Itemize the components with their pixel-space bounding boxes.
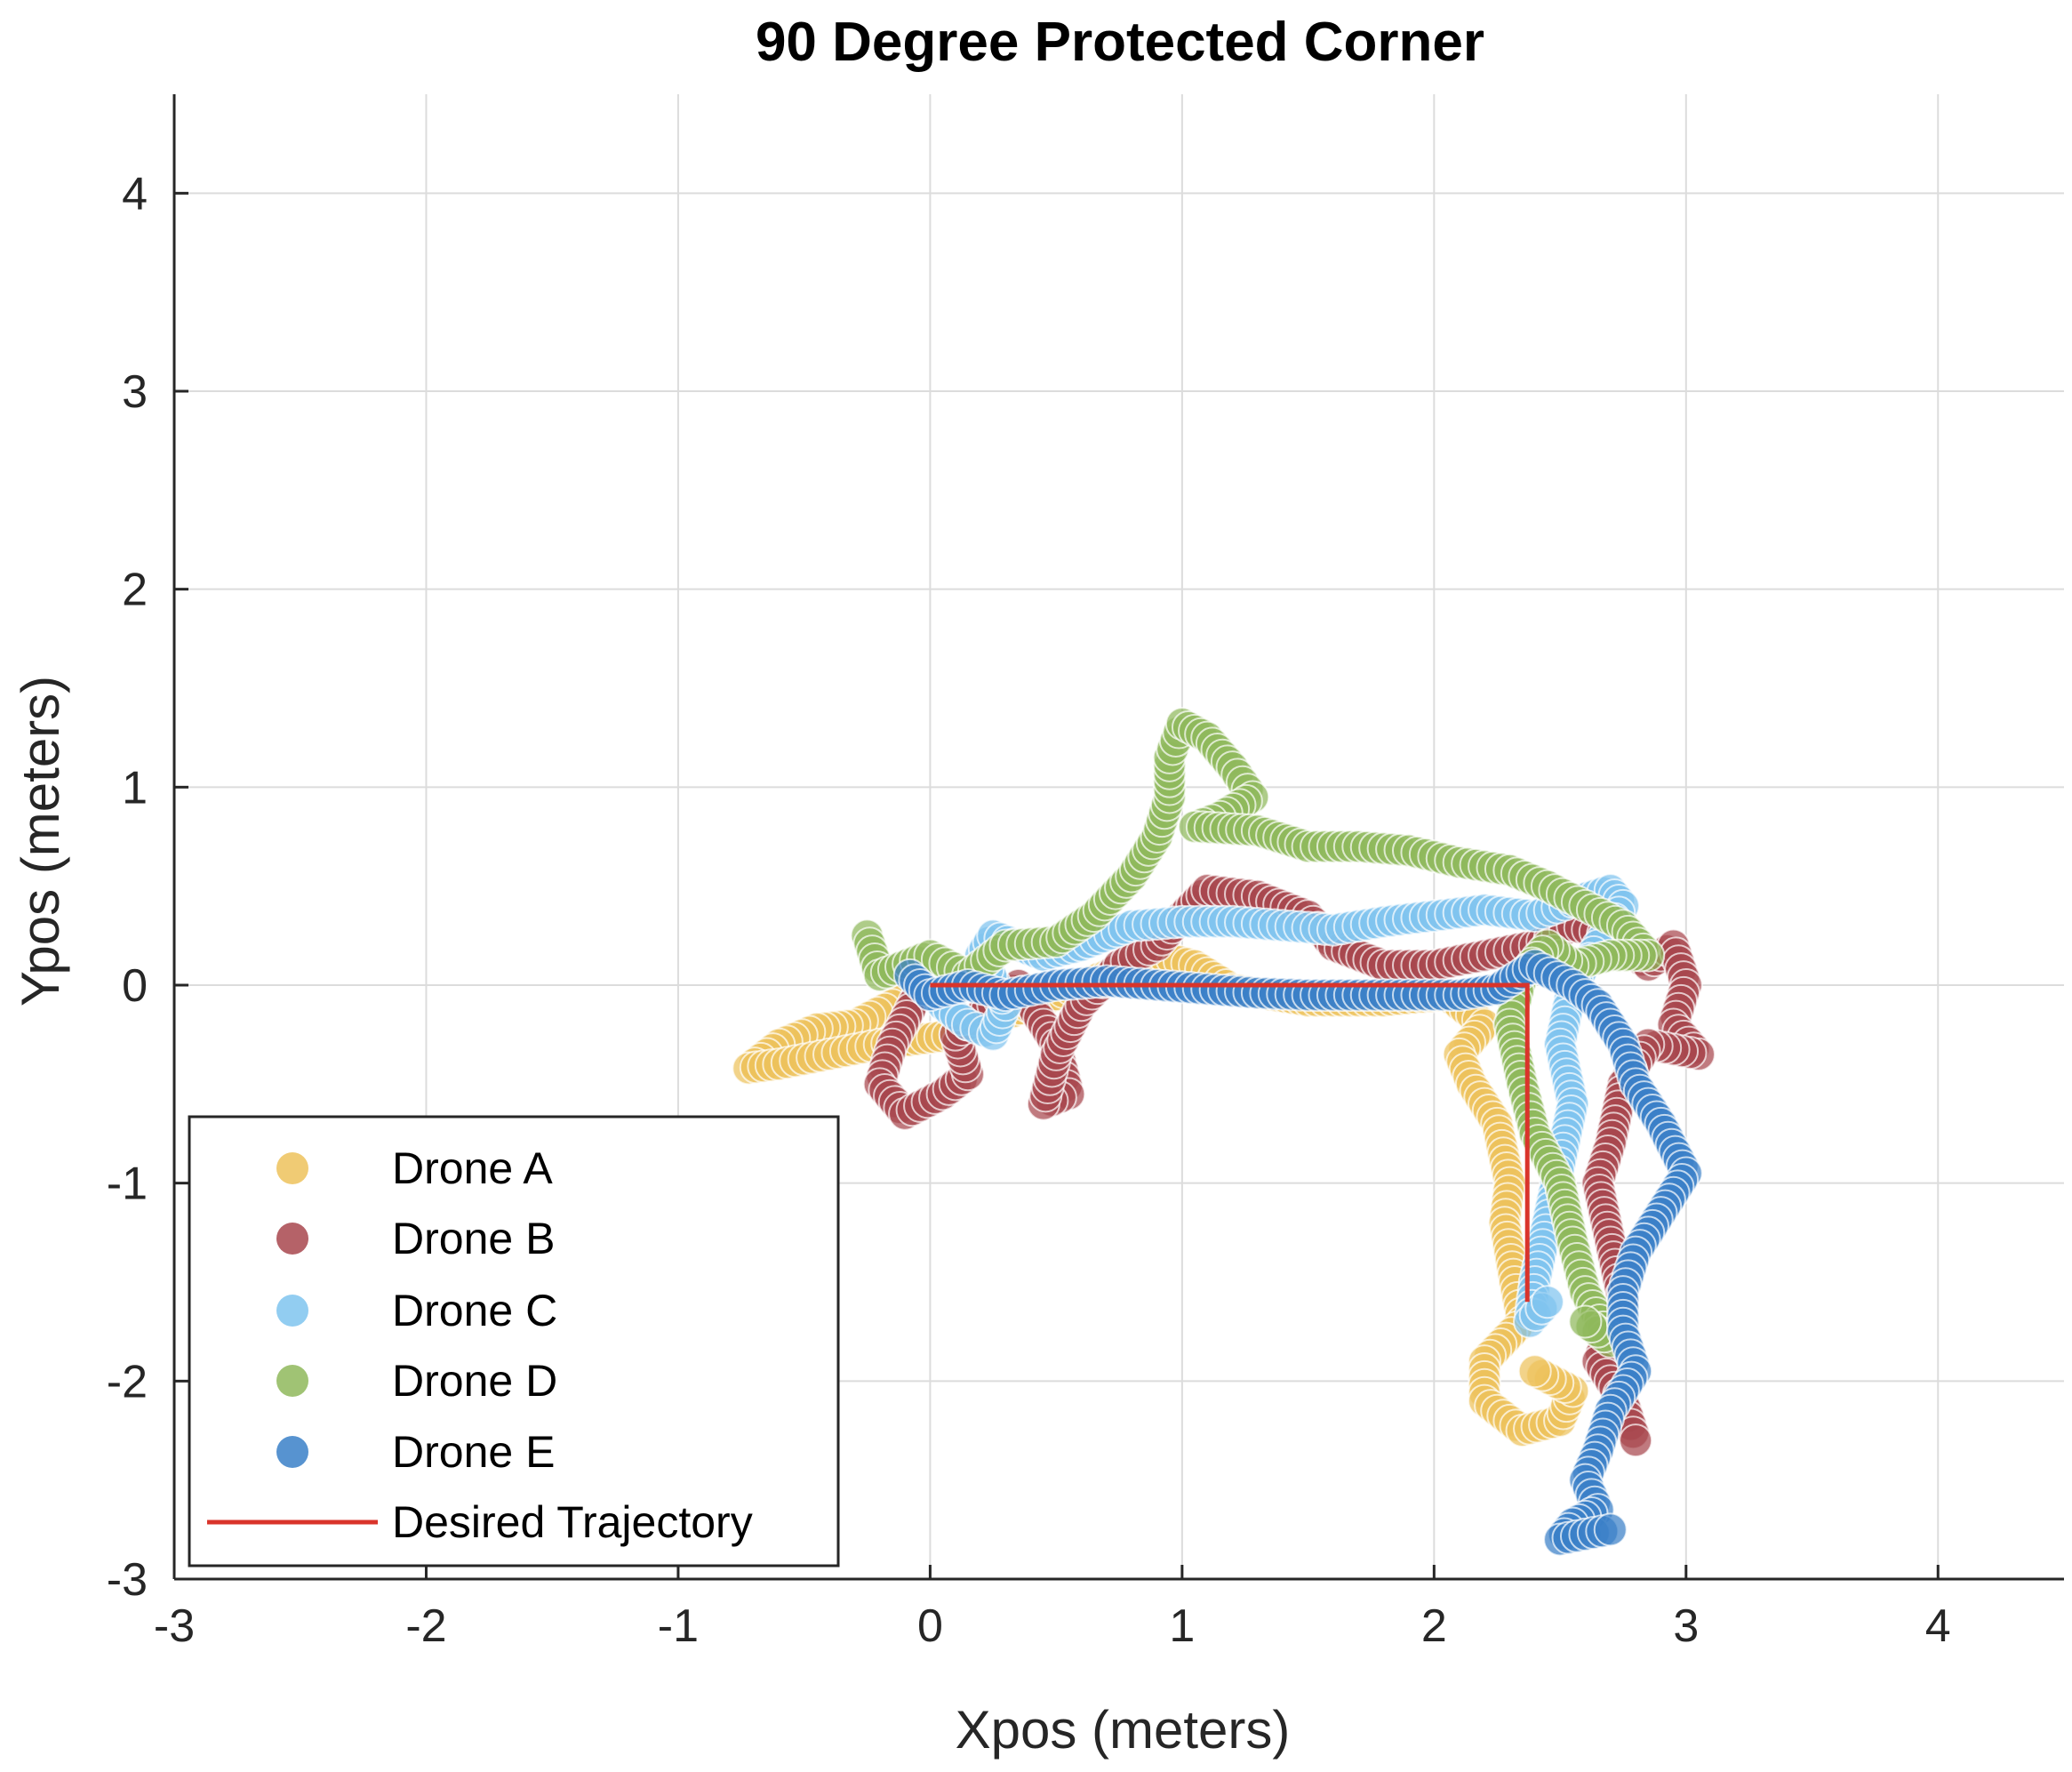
legend-label: Drone A (392, 1143, 553, 1193)
data-point (1593, 1512, 1628, 1547)
legend-marker (276, 1223, 308, 1255)
x-tick-label: -3 (154, 1600, 195, 1652)
y-axis-label: Ypos (meters) (11, 676, 70, 1006)
legend-entry: Drone E (276, 1427, 555, 1477)
series-drone-a (732, 938, 1590, 1447)
axes: -3 -2 -1 0 1 2 3 4 -3 -2 -1 0 1 2 3 4 (107, 94, 2064, 1652)
x-tick-label: 0 (917, 1600, 943, 1652)
legend-label: Desired Trajectory (392, 1497, 753, 1547)
y-tick-label: 2 (122, 565, 148, 616)
y-tick-label: 4 (122, 168, 148, 220)
legend-marker (276, 1295, 308, 1327)
legend: Drone A Drone B Drone C Drone D Drone E Desir… (188, 1115, 840, 1568)
legend-label: Drone C (392, 1286, 557, 1335)
x-tick-label: 1 (1169, 1600, 1195, 1652)
legend-box (188, 1115, 840, 1568)
data-point (1568, 1304, 1603, 1339)
y-tick-label: -1 (107, 1159, 148, 1210)
legend-label: Drone B (392, 1214, 555, 1263)
x-tick-label: -1 (658, 1600, 699, 1652)
y-tick-label: 1 (122, 762, 148, 814)
x-tick-label: -2 (405, 1600, 446, 1652)
y-tick-label: -2 (107, 1356, 148, 1407)
legend-entry: Desired Trajectory (207, 1497, 753, 1547)
x-tick-label: 2 (1421, 1600, 1447, 1652)
legend-marker (276, 1152, 308, 1184)
x-tick-label: 4 (1925, 1600, 1951, 1652)
legend-label: Drone D (392, 1356, 557, 1406)
legend-entry: Drone B (276, 1214, 555, 1263)
y-tick-label: 3 (122, 366, 148, 418)
y-tick-label: 0 (122, 960, 148, 1012)
data-point (1530, 1285, 1564, 1319)
legend-entry: Drone C (276, 1286, 557, 1335)
data-point (1517, 1354, 1552, 1389)
legend-label: Drone E (392, 1427, 555, 1477)
x-axis-label: Xpos (meters) (956, 1700, 1291, 1760)
y-tick-label: -3 (107, 1554, 148, 1606)
desired-trajectory-line (930, 982, 1530, 1303)
data-marks (732, 707, 1716, 1557)
legend-marker (276, 1365, 308, 1397)
legend-marker (276, 1436, 308, 1468)
data-point (1619, 1423, 1653, 1458)
chart-title: 90 Degree Protected Corner (756, 12, 1484, 73)
legend-entry: Drone A (276, 1143, 553, 1193)
x-tick-label: 3 (1673, 1600, 1699, 1652)
legend-entry: Drone D (276, 1356, 557, 1406)
